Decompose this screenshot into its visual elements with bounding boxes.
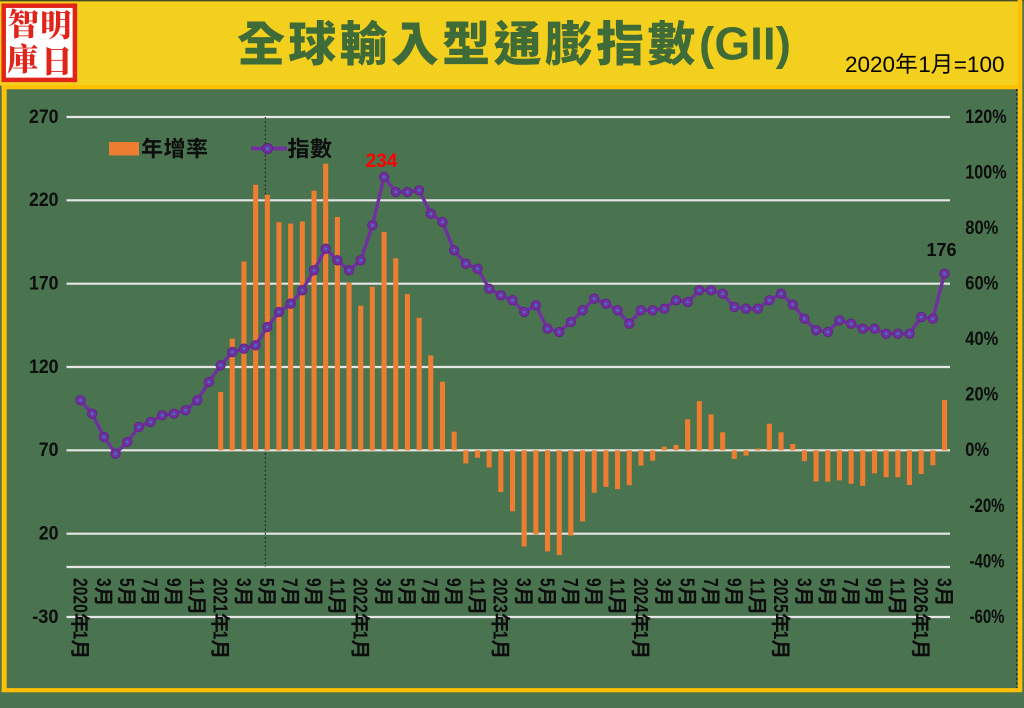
svg-text:1: 1 [886,587,908,596]
svg-text:1: 1 [466,578,488,587]
svg-text:(GII): (GII) [699,18,791,70]
svg-text:2: 2 [489,595,511,604]
svg-text:120%: 120% [965,107,1006,128]
svg-text:6: 6 [910,604,932,613]
svg-text:3: 3 [232,578,254,587]
svg-text:0: 0 [69,604,91,613]
svg-text:7: 7 [559,578,581,587]
svg-text:1: 1 [69,631,91,640]
svg-text:3: 3 [793,578,815,587]
svg-text:220: 220 [29,190,59,211]
svg-text:2: 2 [69,595,91,604]
svg-text:3: 3 [373,578,395,587]
svg-text:0: 0 [209,587,231,596]
svg-text:20: 20 [39,524,59,545]
svg-text:2: 2 [910,595,932,604]
svg-text:3: 3 [653,578,675,587]
svg-text:=100: =100 [954,52,1005,77]
svg-text:1: 1 [606,578,628,587]
svg-text:2: 2 [69,578,91,587]
svg-text:1: 1 [186,587,208,596]
svg-text:0: 0 [69,587,91,596]
svg-text:2: 2 [349,595,371,604]
svg-text:120: 120 [29,357,59,378]
svg-text:1: 1 [918,52,931,77]
svg-text:1: 1 [326,587,348,596]
svg-text:9: 9 [583,578,605,587]
svg-text:170: 170 [29,274,59,295]
svg-text:-30: -30 [32,607,58,628]
svg-text:2: 2 [349,578,371,587]
svg-text:7: 7 [419,578,441,587]
svg-text:7: 7 [840,578,862,587]
svg-text:9: 9 [443,578,465,587]
svg-text:-60%: -60% [970,607,1005,628]
svg-text:5: 5 [256,578,278,587]
svg-text:1: 1 [886,578,908,587]
svg-text:1: 1 [746,587,768,596]
svg-text:5: 5 [116,578,138,587]
svg-text:20%: 20% [965,385,998,406]
svg-text:3: 3 [933,578,955,587]
svg-text:5: 5 [536,578,558,587]
svg-text:1: 1 [466,587,488,596]
svg-text:2: 2 [770,578,792,587]
svg-text:2: 2 [910,578,932,587]
svg-text:2: 2 [209,595,231,604]
svg-text:2: 2 [209,578,231,587]
svg-text:1: 1 [910,631,932,640]
svg-text:9: 9 [723,578,745,587]
svg-text:176: 176 [926,240,956,260]
svg-text:270: 270 [29,107,59,128]
svg-text:2: 2 [770,595,792,604]
svg-text:1: 1 [326,578,348,587]
svg-text:2: 2 [629,595,651,604]
svg-text:40%: 40% [965,329,998,350]
svg-text:2: 2 [349,604,371,613]
svg-text:7: 7 [279,578,301,587]
svg-text:-40%: -40% [970,551,1005,572]
svg-text:234: 234 [366,151,398,172]
svg-text:0: 0 [770,587,792,596]
svg-text:3: 3 [92,578,114,587]
svg-text:3: 3 [489,604,511,613]
svg-text:4: 4 [629,604,651,613]
svg-text:9: 9 [302,578,324,587]
svg-text:9: 9 [162,578,184,587]
svg-text:1: 1 [629,631,651,640]
svg-text:5: 5 [396,578,418,587]
svg-text:1: 1 [209,631,231,640]
svg-text:1: 1 [209,604,231,613]
svg-text:80%: 80% [965,218,998,239]
svg-text:0: 0 [489,587,511,596]
svg-text:1: 1 [349,631,371,640]
svg-text:2020: 2020 [845,52,895,77]
svg-text:0%: 0% [965,440,989,461]
svg-text:2: 2 [489,578,511,587]
svg-text:5: 5 [770,604,792,613]
svg-text:1: 1 [186,578,208,587]
svg-text:70: 70 [39,440,59,461]
svg-text:60%: 60% [965,274,998,295]
svg-text:9: 9 [863,578,885,587]
svg-text:5: 5 [676,578,698,587]
svg-text:0: 0 [349,587,371,596]
svg-text:1: 1 [770,631,792,640]
svg-text:-20%: -20% [970,496,1005,517]
svg-text:2: 2 [629,578,651,587]
svg-text:7: 7 [699,578,721,587]
svg-text:5: 5 [816,578,838,587]
svg-text:1: 1 [746,578,768,587]
svg-text:3: 3 [513,578,535,587]
svg-text:1: 1 [489,631,511,640]
svg-text:0: 0 [910,587,932,596]
svg-text:100%: 100% [965,163,1006,184]
svg-text:1: 1 [606,587,628,596]
svg-text:7: 7 [139,578,161,587]
svg-text:0: 0 [629,587,651,596]
